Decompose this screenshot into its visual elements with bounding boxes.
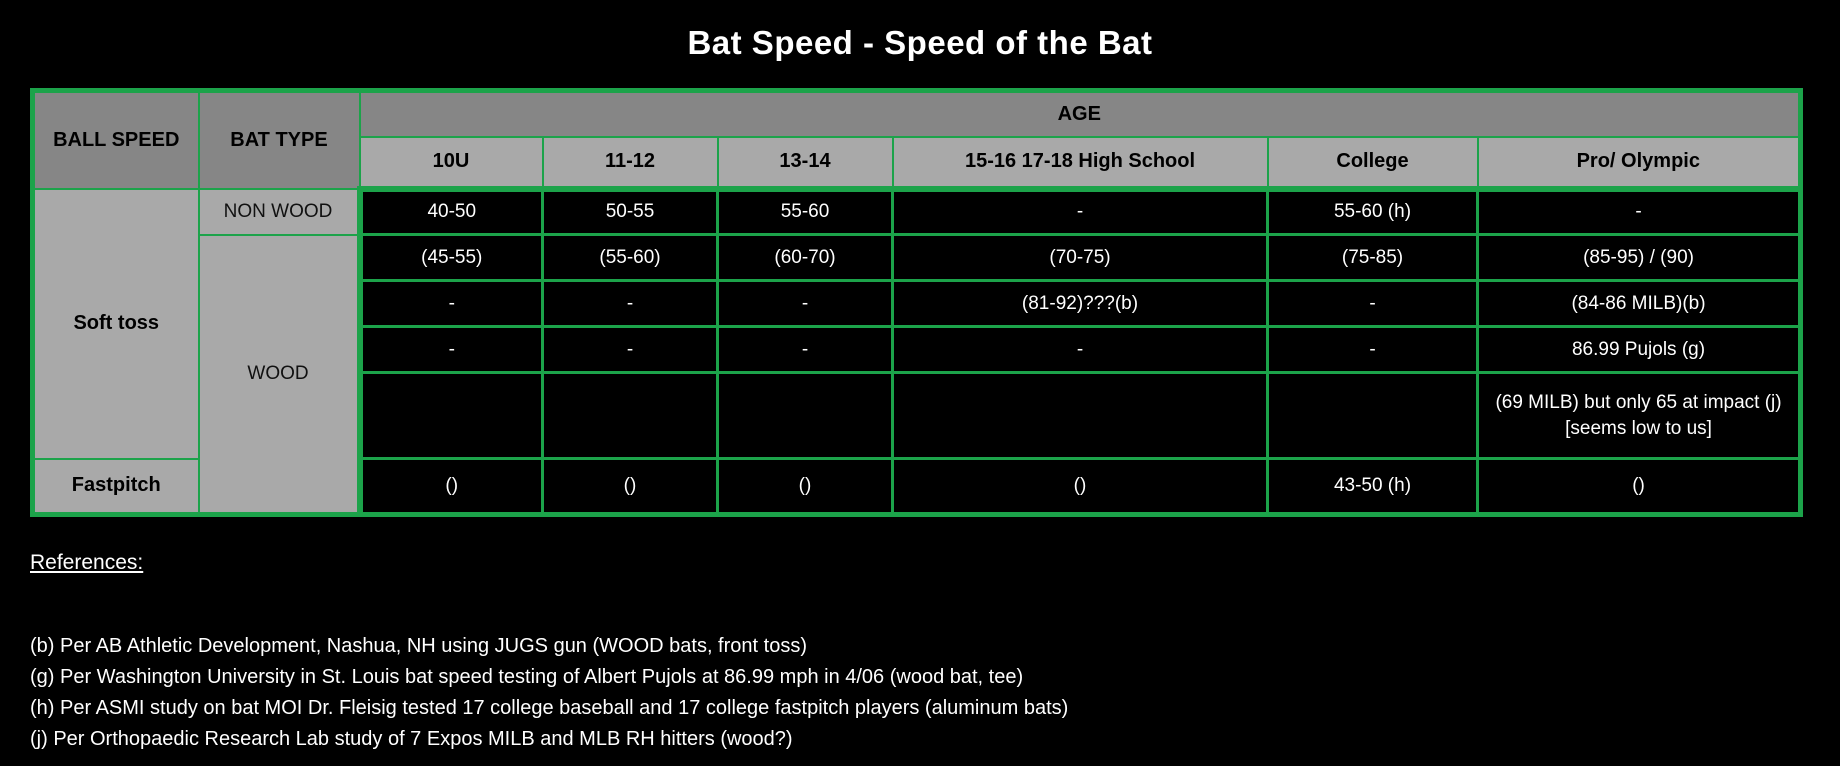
- header-bat-type: BAT TYPE: [197, 89, 361, 190]
- age-column-header-high-school: 15-16 17-18 High School: [891, 135, 1269, 190]
- references-heading: References:: [30, 551, 144, 574]
- data-cell: (75-85): [1266, 233, 1479, 282]
- reference-item: (b) Per AB Athletic Development, Nashua,…: [30, 635, 807, 657]
- data-cell: -: [541, 279, 719, 328]
- data-cell: [1266, 371, 1479, 460]
- data-cell: [541, 371, 719, 460]
- data-cell: -: [1266, 325, 1479, 374]
- data-cell: [356, 371, 544, 460]
- data-cell: -: [716, 279, 894, 328]
- data-cell: (): [891, 457, 1269, 516]
- reference-item: (h) Per ASMI study on bat MOI Dr. Fleisi…: [30, 697, 1069, 719]
- data-cell: 86.99 Pujols (g): [1475, 325, 1803, 374]
- data-cell: (): [541, 457, 719, 516]
- row-label-soft-toss: Soft toss: [31, 187, 200, 460]
- page-title: Bat Speed - Speed of the Bat: [687, 24, 1153, 61]
- data-cell: -: [891, 185, 1269, 236]
- age-column-header-10u: 10U: [358, 135, 544, 190]
- bat-type-wood: WOOD: [197, 233, 361, 516]
- data-cell: (55-60): [541, 233, 719, 282]
- data-cell: 50-55: [541, 185, 719, 236]
- bat-type-non-wood: NON WOOD: [197, 187, 361, 236]
- data-cell: -: [356, 325, 544, 374]
- data-cell: (): [356, 457, 544, 516]
- reference-item: (g) Per Washington University in St. Lou…: [30, 666, 1024, 688]
- header-ball-speed: BALL SPEED: [31, 89, 200, 190]
- data-cell: [891, 371, 1269, 460]
- data-cell: (69 MILB) but only 65 at impact (j) [see…: [1475, 371, 1803, 460]
- references-section: References: (b) Per AB Athletic Developm…: [30, 551, 1840, 755]
- age-column-header-13-14: 13-14: [716, 135, 894, 190]
- age-column-header-college: College: [1266, 135, 1479, 190]
- reference-item: (j) Per Orthopaedic Research Lab study o…: [30, 728, 793, 750]
- data-cell: (): [1475, 457, 1803, 516]
- data-cell: -: [541, 325, 719, 374]
- data-cell: (85-95) / (90): [1475, 233, 1803, 282]
- header-age: AGE: [358, 89, 1802, 138]
- age-column-header-11-12: 11-12: [541, 135, 719, 190]
- data-cell: (81-92)???(b): [891, 279, 1269, 328]
- data-cell: (): [716, 457, 894, 516]
- data-cell: (70-75): [891, 233, 1269, 282]
- data-cell: [716, 371, 894, 460]
- data-cell: -: [356, 279, 544, 328]
- data-cell: (60-70): [716, 233, 894, 282]
- data-cell: -: [891, 325, 1269, 374]
- data-cell: 43-50 (h): [1266, 457, 1479, 516]
- data-cell: 40-50: [356, 185, 544, 236]
- data-cell: (45-55): [356, 233, 544, 282]
- data-cell: -: [1266, 279, 1479, 328]
- data-cell: -: [716, 325, 894, 374]
- data-cell: 55-60 (h): [1266, 185, 1479, 236]
- age-column-header-pro-olympic: Pro/ Olympic: [1476, 135, 1802, 190]
- data-cell: (84-86 MILB)(b): [1475, 279, 1803, 328]
- bat-speed-table: BALL SPEED BAT TYPE AGE 10U 11-12 13-14 …: [30, 88, 1804, 517]
- data-cell: 55-60: [716, 185, 894, 236]
- row-label-fastpitch: Fastpitch: [31, 457, 200, 516]
- data-cell: -: [1475, 185, 1803, 236]
